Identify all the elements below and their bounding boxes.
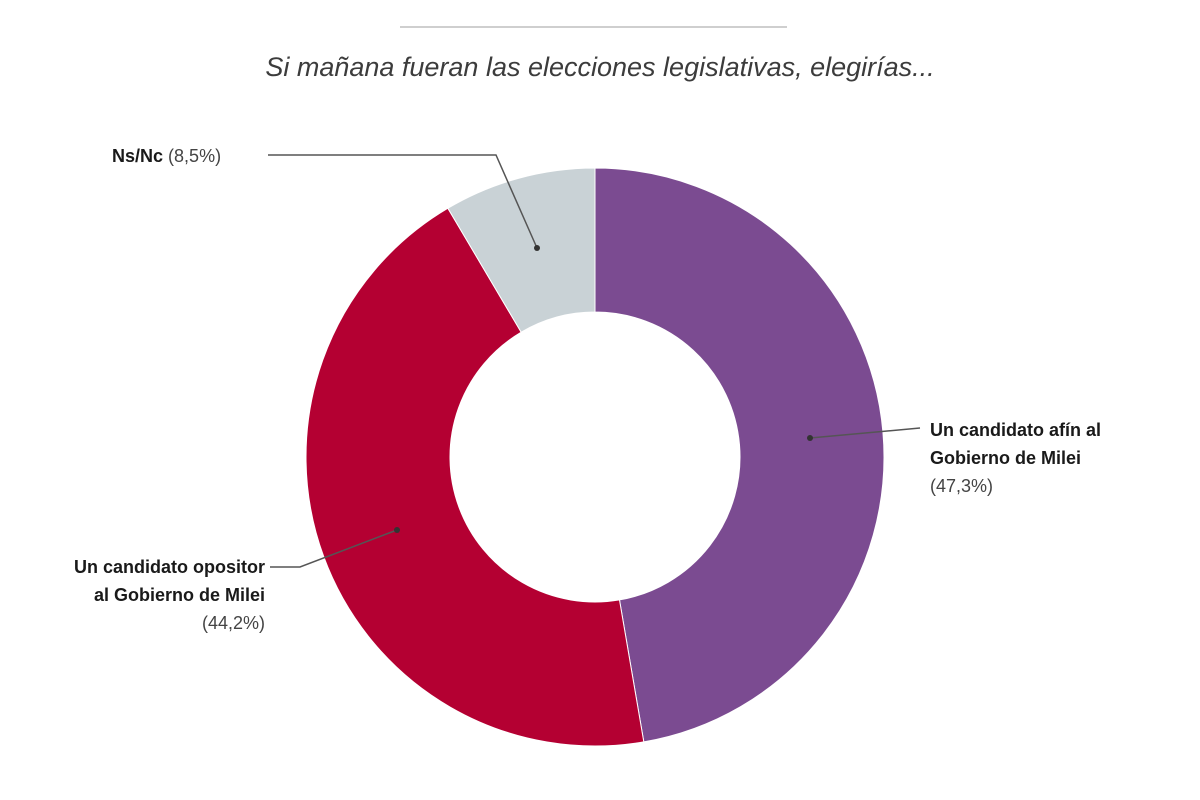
leader-dot-afin — [807, 435, 813, 441]
donut-slices — [305, 167, 885, 747]
slice-label-afin-line1: Un candidato afín al — [930, 420, 1102, 440]
slice-value-nsnc: (8,5%) — [168, 146, 222, 166]
slice-label-afin: Un candidato afín al Gobierno de Milei (… — [930, 416, 1190, 500]
chart-title: Si mañana fueran las elecciones legislat… — [265, 52, 935, 82]
slice-opositor — [305, 207, 645, 747]
leader-dot-opositor — [394, 527, 400, 533]
slice-label-nsnc-name: Ns/Nc — [112, 146, 164, 166]
slice-label-opositor-line1: Un candidato opositor — [74, 557, 265, 577]
top-divider — [400, 26, 787, 28]
leader-line-nsnc — [268, 154, 538, 249]
label-leader-lines — [268, 154, 921, 568]
slice-value-afin: (47,3%) — [930, 476, 994, 496]
slice-label-opositor: Un candidato opositor al Gobierno de Mil… — [10, 553, 265, 637]
slice-value-opositor: (44,2%) — [201, 613, 265, 633]
slice-label-afin-line2: Gobierno de Milei — [930, 448, 1082, 468]
leader-line-opositor — [270, 529, 398, 568]
slice-label-nsnc: Ns/Nc (8,5%) — [112, 142, 272, 170]
slice-afin — [594, 167, 885, 743]
leader-dot-nsnc — [534, 245, 540, 251]
slice-nsnc — [447, 167, 596, 333]
slice-label-opositor-line2: al Gobierno de Milei — [93, 585, 265, 605]
leader-line-afin — [809, 427, 921, 439]
